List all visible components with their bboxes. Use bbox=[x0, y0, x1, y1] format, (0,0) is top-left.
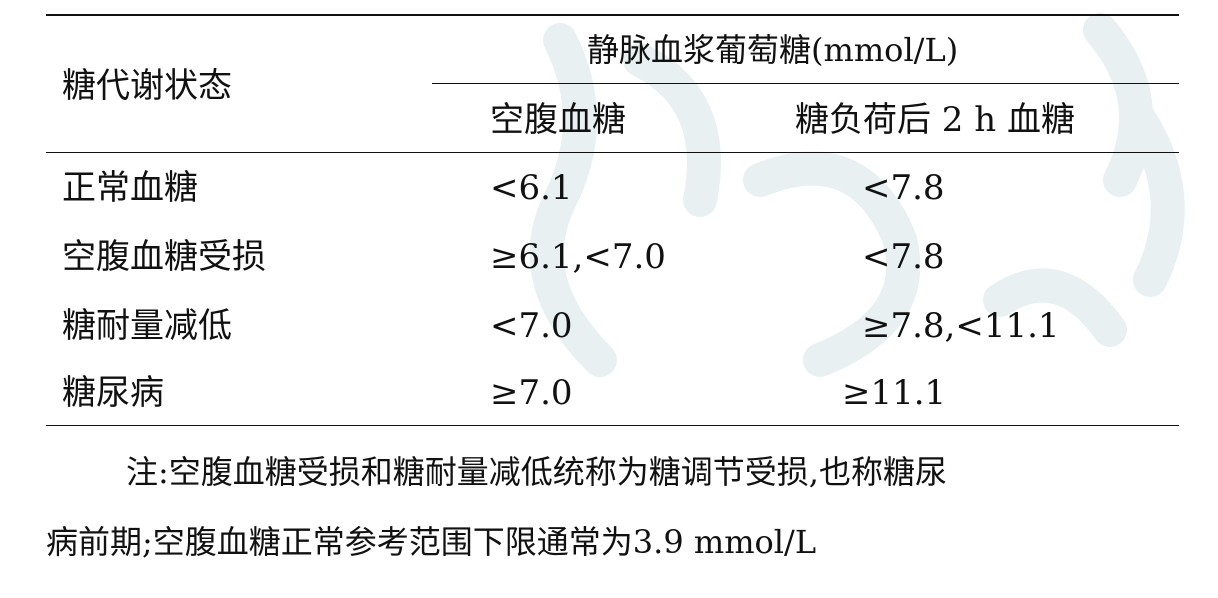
note-line-2: 病前期;空腹血糖正常参考范围下限通常为3.9 mmol/L bbox=[46, 523, 817, 561]
row-post-load: ≥7.8,<11.1 bbox=[862, 306, 1060, 346]
row-status: 空腹血糖受损 bbox=[62, 237, 266, 277]
row-status: 正常血糖 bbox=[62, 168, 198, 208]
row-status: 糖尿病 bbox=[62, 373, 164, 413]
table-bottom-rule bbox=[46, 425, 1179, 426]
note-line-1: 注:空腹血糖受损和糖耐量减低统称为糖调节受损,也称糖尿 bbox=[126, 453, 947, 491]
row-fasting: <7.0 bbox=[490, 306, 573, 346]
column-header-post-load: 糖负荷后 2 h 血糖 bbox=[795, 100, 1075, 140]
row-status: 糖耐量减低 bbox=[62, 306, 232, 346]
row-post-load: <7.8 bbox=[862, 168, 945, 208]
row-post-load: <7.8 bbox=[862, 237, 945, 277]
row-fasting: ≥7.0 bbox=[490, 373, 573, 413]
row-post-load: ≥11.1 bbox=[842, 373, 947, 413]
row-fasting: ≥6.1,<7.0 bbox=[490, 237, 666, 277]
top-rule bbox=[46, 14, 1179, 16]
column-header-fasting: 空腹血糖 bbox=[490, 100, 626, 140]
row-fasting: <6.1 bbox=[490, 168, 573, 208]
row-header: 糖代谢状态 bbox=[62, 66, 232, 106]
group-header-rule bbox=[432, 83, 1179, 84]
group-header: 静脉血浆葡萄糖(mmol/L) bbox=[587, 31, 959, 69]
header-bottom-rule bbox=[46, 152, 1179, 153]
